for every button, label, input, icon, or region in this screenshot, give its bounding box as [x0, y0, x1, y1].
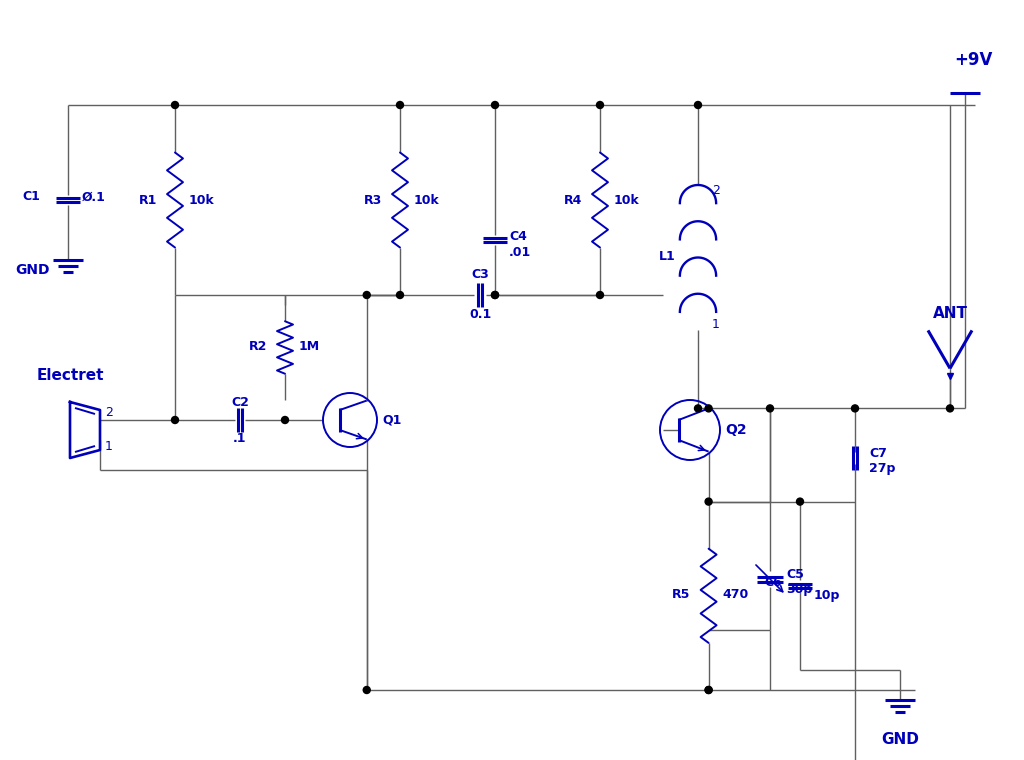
Circle shape: [282, 416, 289, 423]
Text: R1: R1: [138, 194, 157, 207]
Text: C4: C4: [509, 230, 527, 243]
Text: R2: R2: [249, 340, 267, 353]
Text: C5: C5: [786, 568, 804, 581]
Text: Ø.1: Ø.1: [82, 191, 105, 204]
Circle shape: [706, 498, 712, 505]
Text: Electret: Electret: [36, 368, 103, 382]
Circle shape: [706, 405, 712, 412]
Text: ANT: ANT: [933, 306, 968, 321]
Text: 10k: 10k: [614, 194, 640, 207]
Text: 10k: 10k: [414, 194, 439, 207]
Text: .1: .1: [233, 432, 247, 445]
Circle shape: [597, 292, 603, 299]
Text: L1: L1: [659, 251, 676, 264]
Text: 1M: 1M: [299, 340, 321, 353]
Text: 0.1: 0.1: [469, 309, 492, 321]
Circle shape: [597, 102, 603, 109]
Text: R5: R5: [672, 588, 690, 601]
Text: 1: 1: [105, 439, 113, 452]
Text: GND: GND: [15, 263, 50, 277]
Circle shape: [492, 292, 499, 299]
Circle shape: [171, 416, 178, 423]
Text: .01: .01: [509, 245, 531, 258]
Text: R4: R4: [563, 194, 582, 207]
Text: 2: 2: [712, 183, 720, 197]
Circle shape: [694, 405, 701, 412]
Circle shape: [364, 686, 371, 693]
Circle shape: [852, 405, 858, 412]
Circle shape: [946, 405, 953, 412]
Circle shape: [767, 405, 773, 412]
Text: Q1: Q1: [382, 413, 401, 426]
Text: 30p: 30p: [786, 582, 812, 596]
Circle shape: [706, 686, 712, 693]
Text: 10p: 10p: [814, 589, 841, 602]
Text: 1: 1: [712, 318, 720, 331]
Text: C2: C2: [231, 395, 249, 409]
Text: +9V: +9V: [953, 51, 992, 69]
Text: R3: R3: [364, 194, 382, 207]
Circle shape: [364, 292, 371, 299]
Circle shape: [694, 102, 701, 109]
Text: 10k: 10k: [189, 194, 215, 207]
Circle shape: [706, 686, 712, 693]
Circle shape: [492, 292, 499, 299]
Circle shape: [396, 292, 403, 299]
Circle shape: [492, 102, 499, 109]
Text: 470: 470: [723, 588, 749, 601]
Text: C7: C7: [869, 447, 887, 460]
Text: GND: GND: [881, 733, 919, 748]
Text: 27p: 27p: [869, 462, 895, 475]
Text: 2: 2: [105, 406, 113, 419]
Circle shape: [396, 102, 403, 109]
Text: C6: C6: [764, 576, 782, 589]
Text: C3: C3: [471, 268, 488, 281]
Circle shape: [797, 498, 804, 505]
Circle shape: [171, 102, 178, 109]
Text: Q2: Q2: [725, 423, 746, 437]
Text: C1: C1: [23, 191, 40, 204]
